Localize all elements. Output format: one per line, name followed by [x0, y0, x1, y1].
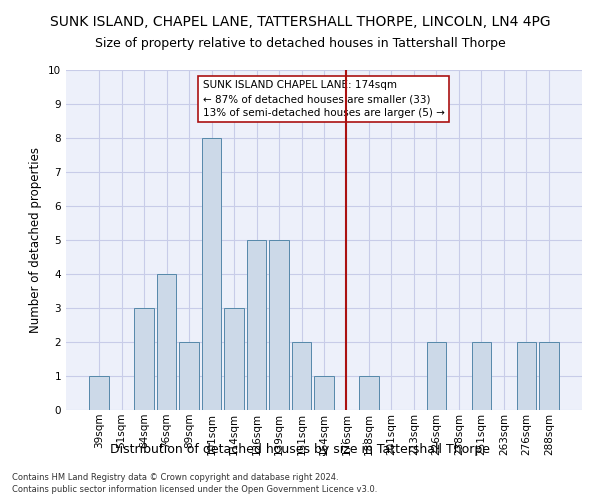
Bar: [179, 342, 199, 410]
Bar: [247, 240, 266, 410]
Bar: [314, 376, 334, 410]
Bar: [202, 138, 221, 410]
Bar: [472, 342, 491, 410]
Bar: [224, 308, 244, 410]
Bar: [359, 376, 379, 410]
Bar: [157, 274, 176, 410]
Bar: [134, 308, 154, 410]
Text: Contains public sector information licensed under the Open Government Licence v3: Contains public sector information licen…: [12, 486, 377, 494]
Bar: [292, 342, 311, 410]
Text: SUNK ISLAND, CHAPEL LANE, TATTERSHALL THORPE, LINCOLN, LN4 4PG: SUNK ISLAND, CHAPEL LANE, TATTERSHALL TH…: [50, 15, 550, 29]
Text: Size of property relative to detached houses in Tattershall Thorpe: Size of property relative to detached ho…: [95, 38, 505, 51]
Bar: [517, 342, 536, 410]
Text: SUNK ISLAND CHAPEL LANE: 174sqm
← 87% of detached houses are smaller (33)
13% of: SUNK ISLAND CHAPEL LANE: 174sqm ← 87% of…: [203, 80, 445, 118]
Bar: [539, 342, 559, 410]
Text: Contains HM Land Registry data © Crown copyright and database right 2024.: Contains HM Land Registry data © Crown c…: [12, 473, 338, 482]
Text: Distribution of detached houses by size in Tattershall Thorpe: Distribution of detached houses by size …: [110, 442, 490, 456]
Bar: [89, 376, 109, 410]
Bar: [427, 342, 446, 410]
Bar: [269, 240, 289, 410]
Y-axis label: Number of detached properties: Number of detached properties: [29, 147, 43, 333]
